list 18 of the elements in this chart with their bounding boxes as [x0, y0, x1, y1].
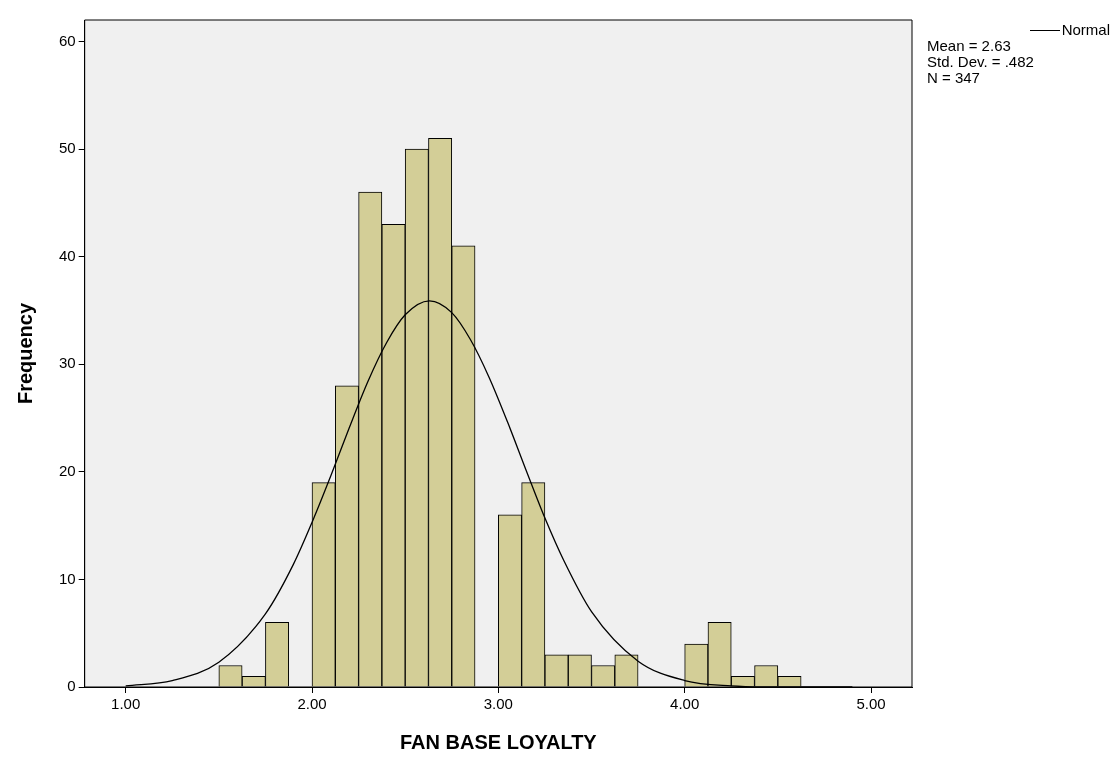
x-tick-label: 3.00	[483, 695, 513, 713]
y-tick-label: 60	[59, 31, 76, 49]
y-axis-title: Frequency	[13, 302, 36, 405]
y-tick-label: 40	[59, 246, 76, 264]
text: N = 347	[927, 69, 981, 86]
y-tick-label: 50	[59, 139, 76, 157]
x-axis-title: FAN BASE LOYALTY	[399, 730, 598, 753]
y-tick-label: 30	[59, 354, 76, 372]
y-tick-label: 0	[67, 677, 76, 695]
x-tick-label: 4.00	[670, 695, 700, 713]
x-tick-label: 5.00	[856, 695, 886, 713]
text: Std. Dev. = .482	[927, 53, 1035, 70]
legend-label: Normal	[1061, 21, 1110, 38]
y-tick-label: 20	[59, 461, 76, 479]
x-tick-label: 2.00	[297, 695, 327, 713]
text: Mean = 2.63	[927, 37, 1012, 54]
x-tick-label: 1.00	[111, 695, 141, 713]
y-tick-label: 10	[59, 569, 76, 587]
